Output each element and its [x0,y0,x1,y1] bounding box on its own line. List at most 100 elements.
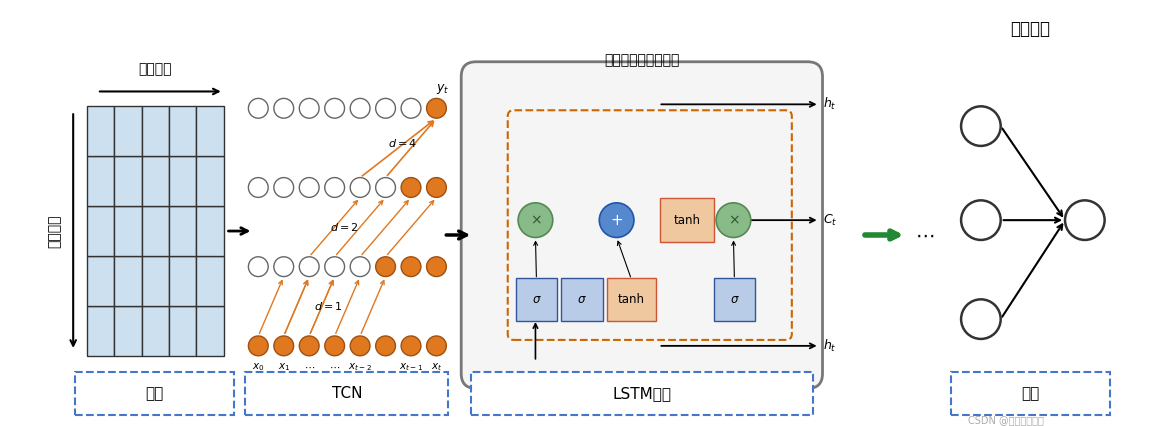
Circle shape [518,203,553,237]
FancyBboxPatch shape [561,278,603,321]
Circle shape [299,178,319,197]
Circle shape [599,203,634,237]
Text: 时间维度: 时间维度 [48,214,61,248]
Circle shape [401,336,421,356]
Text: $x_t$: $x_t$ [431,383,443,395]
Bar [169,256,196,306]
Circle shape [716,203,751,237]
Circle shape [274,98,293,118]
Text: 输入: 输入 [145,386,163,401]
Text: $\sigma$: $\sigma$ [729,293,739,306]
FancyBboxPatch shape [661,199,714,242]
Circle shape [427,98,446,118]
FancyBboxPatch shape [606,278,656,321]
Bar [169,156,196,206]
Bar [196,256,224,306]
Text: TCN: TCN [333,386,363,401]
Circle shape [401,98,421,118]
Text: $\cdots$: $\cdots$ [304,362,315,372]
Text: $h_t$: $h_t$ [823,338,836,354]
FancyBboxPatch shape [75,371,234,415]
Bar [196,106,224,156]
Circle shape [376,336,395,356]
Circle shape [248,98,268,118]
Text: $\times$: $\times$ [728,213,739,227]
Text: $\cdots$: $\cdots$ [329,362,341,372]
Bar [115,156,141,206]
Bar [87,206,115,256]
Text: $x_{t-2}$: $x_{t-2}$ [348,362,372,374]
Bar [115,106,141,156]
Text: tanh: tanh [673,214,700,227]
Circle shape [376,257,395,276]
Text: $\cdots$: $\cdots$ [329,383,341,394]
Circle shape [274,257,293,276]
Circle shape [248,257,268,276]
Bar [169,206,196,256]
Bar [141,206,169,256]
Text: $x_t$: $x_t$ [529,391,542,405]
Text: $x_{t-1}$: $x_{t-1}$ [399,362,423,374]
FancyBboxPatch shape [471,371,812,415]
Text: $x_0$: $x_0$ [252,362,264,374]
Text: LSTM网络: LSTM网络 [612,386,671,401]
Text: $+$: $+$ [610,213,624,227]
Circle shape [299,98,319,118]
Bar [87,256,115,306]
Text: 遗忘门输入门输出门: 遗忘门输入门输出门 [604,53,679,67]
Text: $\times$: $\times$ [530,213,541,227]
Text: $x_1$: $x_1$ [277,383,290,395]
Text: tanh: tanh [618,293,644,306]
Text: $x_t$: $x_t$ [431,362,443,374]
Bar [196,206,224,256]
Bar [87,306,115,356]
Bar [169,306,196,356]
FancyBboxPatch shape [246,371,449,415]
Text: 特征维度: 特征维度 [139,63,172,77]
Bar [115,306,141,356]
Circle shape [248,178,268,197]
Circle shape [427,178,446,197]
Text: $x_{t-2}$: $x_{t-2}$ [373,383,398,395]
Circle shape [427,257,446,276]
Bar [196,156,224,206]
Circle shape [325,98,344,118]
Text: $d=2$: $d=2$ [329,221,358,233]
FancyBboxPatch shape [952,371,1109,415]
Bar [115,256,141,306]
Circle shape [961,200,1000,240]
Text: $d=4$: $d=4$ [387,137,417,149]
Text: $d=1$: $d=1$ [314,300,343,312]
Circle shape [274,336,293,356]
FancyBboxPatch shape [516,278,557,321]
FancyBboxPatch shape [714,278,756,321]
Text: 全连接层: 全连接层 [1011,20,1050,38]
Text: $C_t$: $C_t$ [823,213,837,228]
Bar [87,156,115,206]
Bar [196,306,224,356]
Text: $\sigma$: $\sigma$ [532,293,541,306]
Circle shape [401,178,421,197]
Circle shape [299,336,319,356]
Text: 输出: 输出 [1021,386,1040,401]
Circle shape [299,257,319,276]
Text: $\cdots$: $\cdots$ [914,225,934,245]
Bar [141,306,169,356]
Circle shape [427,336,446,356]
Bar [169,106,196,156]
Circle shape [325,336,344,356]
Circle shape [350,178,370,197]
Text: $\sigma$: $\sigma$ [577,293,586,306]
Circle shape [401,257,421,276]
Circle shape [325,178,344,197]
Text: $y_t$: $y_t$ [436,82,449,96]
Circle shape [248,336,268,356]
Circle shape [1065,200,1105,240]
FancyBboxPatch shape [461,62,823,389]
Bar [141,106,169,156]
Circle shape [274,178,293,197]
Circle shape [350,336,370,356]
Circle shape [350,257,370,276]
Circle shape [961,106,1000,146]
Bar [141,256,169,306]
